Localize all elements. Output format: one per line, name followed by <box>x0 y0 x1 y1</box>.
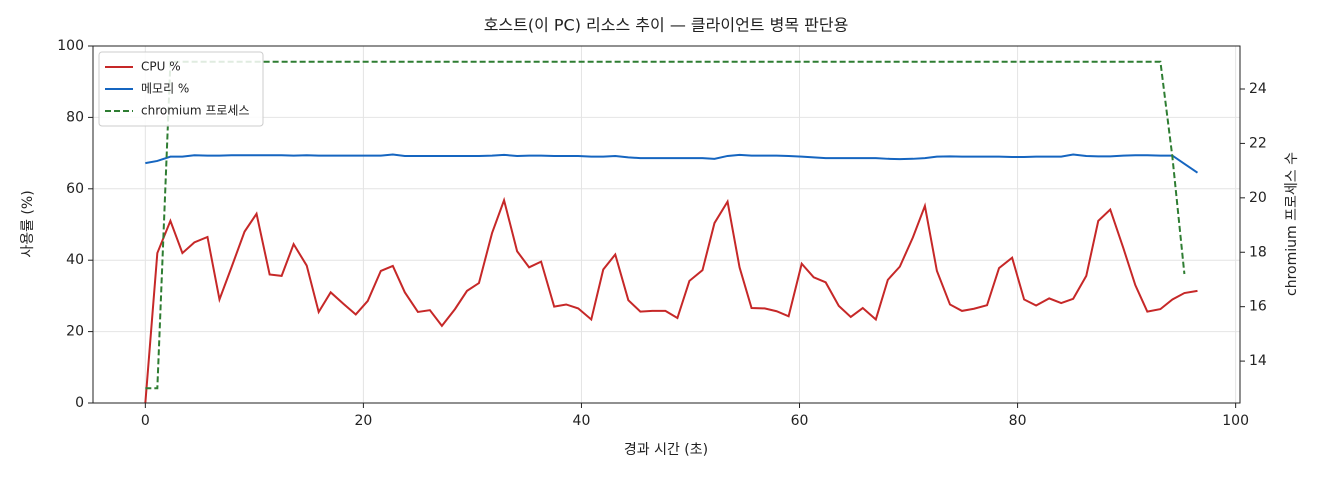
x-tick-label: 80 <box>1009 413 1027 429</box>
x-tick-label: 100 <box>1222 413 1249 429</box>
legend-box <box>98 51 264 127</box>
x-axis-label: 경과 시간 (초) <box>624 442 708 458</box>
plot-frame <box>92 45 1241 404</box>
y-tick-label: 80 <box>66 109 84 125</box>
y-tick-label: 20 <box>66 324 84 340</box>
y2-tick-label: 20 <box>1249 190 1267 206</box>
y2-tick-label: 18 <box>1249 244 1267 260</box>
series-line <box>144 196 1198 404</box>
legend-label: 메모리 % <box>141 82 189 96</box>
x-tick-label: 60 <box>791 413 809 429</box>
y-tick-label: 40 <box>66 252 84 268</box>
y-tick-label: 60 <box>66 181 84 197</box>
chart-title: 호스트(이 PC) 리소스 추이 — 클라이언트 병목 판단용 <box>484 16 849 35</box>
x-tick-label: 0 <box>141 413 150 429</box>
legend-label: CPU % <box>141 60 181 74</box>
y2-tick-label: 22 <box>1249 135 1267 151</box>
series-line <box>145 153 1199 174</box>
y-tick-label: 0 <box>75 395 84 411</box>
x-tick-label: 40 <box>573 413 591 429</box>
y-axis-label: 사용률 (%) <box>20 190 36 257</box>
series-line <box>145 60 1186 390</box>
legend-label: chromium 프로세스 <box>141 104 250 118</box>
y2-axis-label: chromium 프로세스 수 <box>1284 152 1300 296</box>
y2-tick-label: 14 <box>1249 353 1267 369</box>
y-tick-label: 100 <box>57 38 84 54</box>
y2-tick-label: 24 <box>1249 81 1267 97</box>
y2-tick-label: 16 <box>1249 299 1267 315</box>
x-tick-label: 20 <box>354 413 372 429</box>
